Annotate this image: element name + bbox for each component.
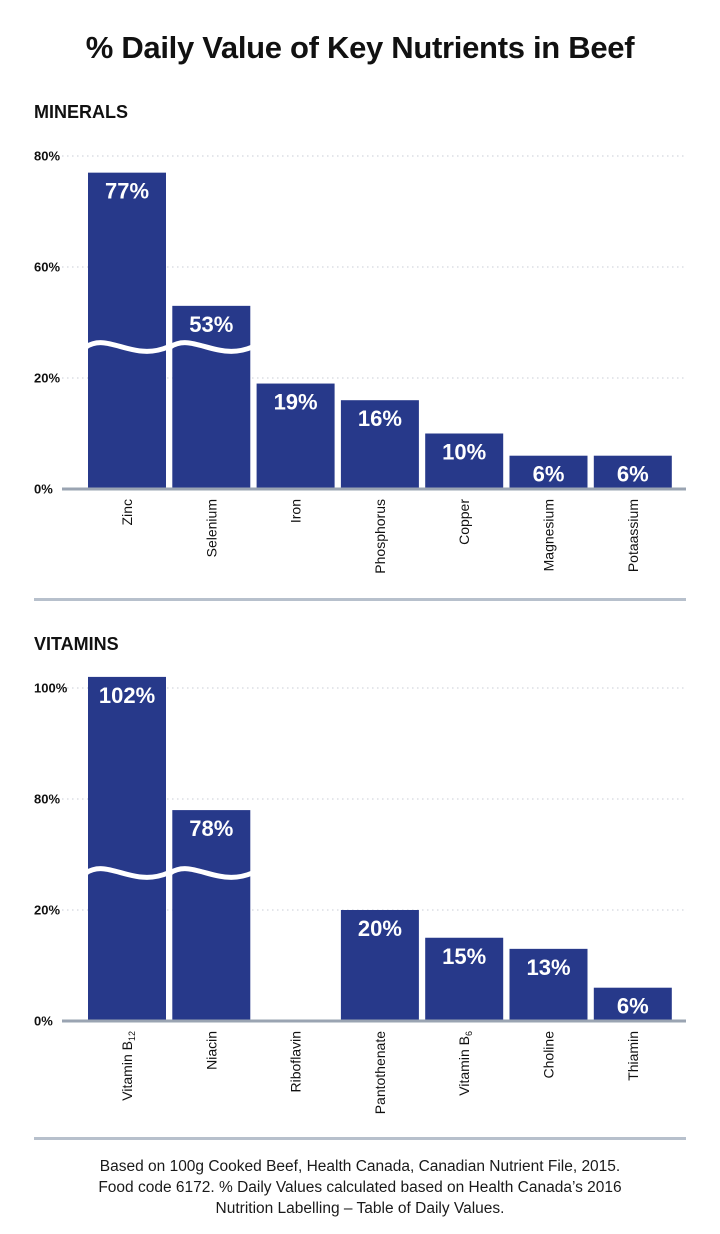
vitamins-divider [34,1137,686,1140]
axis-break-wave [84,340,169,354]
data-label: 53% [189,312,233,337]
data-label: 10% [442,440,486,465]
category-label: Zinc [119,499,135,525]
category-label: Riboflavin [288,1031,304,1092]
axis-break-wave [168,340,254,354]
category-label: Vitamin B6 [456,1031,474,1096]
bar-zinc [88,172,166,489]
bar-choline [509,948,588,1021]
axis-break-wave [168,866,254,880]
category-label: Niacin [203,1031,219,1070]
data-label: 6% [533,462,565,487]
footnote: Based on 100g Cooked Beef, Health Canada… [0,1156,720,1219]
category-label: Potaassium [625,499,641,572]
data-label: 102% [99,683,155,708]
axis-break-wave [84,866,169,880]
y-tick-label: 0% [34,1013,53,1028]
category-label: Thiamin [625,1031,641,1081]
data-label: 78% [189,816,233,841]
bar-magnesium [509,455,588,489]
minerals-divider [34,598,686,601]
bar-copper [425,433,504,489]
footnote-line-2: Food code 6172. % Daily Values calculate… [98,1179,622,1196]
bar-vitamin-b6 [425,937,504,1021]
y-tick-label: 20% [34,902,60,917]
y-tick-label: 0% [34,481,53,496]
data-label: 13% [526,955,570,980]
bar-phosphorus [340,400,419,489]
data-label: 16% [358,406,402,431]
y-tick-label: 80% [34,791,60,806]
page-title: % Daily Value of Key Nutrients in Beef [85,30,635,65]
bar-thiamin [593,987,672,1021]
bar-pantothenate [340,910,419,1021]
footnote-line-1: Based on 100g Cooked Beef, Health Canada… [99,1158,621,1175]
y-tick-label: 80% [34,148,60,163]
vitamins-section-title: VITAMINS [34,634,119,654]
category-label: Vitamin B12 [119,1031,137,1101]
y-tick-label: 60% [34,259,60,274]
bar-iron [256,383,335,489]
bar-niacin [172,810,251,1021]
vitamins-chart: 0%20%80%100%102%Vitamin B1278%Niacin23%R… [34,676,686,1115]
category-label: Copper [456,499,472,545]
minerals-section-title: MINERALS [34,102,128,122]
data-label: 77% [105,179,149,204]
data-label: 15% [442,944,486,969]
category-label: Iron [288,499,304,523]
category-label: Selenium [203,499,219,557]
data-label: 20% [358,916,402,941]
data-label: 6% [617,994,649,1019]
footnote-line-3: Nutrition Labelling – Table of Daily Val… [215,1200,505,1217]
bar-vitamin-b12 [88,676,166,1021]
bar-selenium [172,305,251,489]
data-label: 6% [617,462,649,487]
y-tick-label: 20% [34,370,60,385]
category-label: Choline [541,1031,557,1079]
bar-potaassium [593,455,672,489]
category-label: Pantothenate [372,1031,388,1115]
category-label: Phosphorus [372,499,388,574]
data-label: 19% [274,390,318,415]
minerals-chart: 0% 20% 60% 80% 77% Zinc 53% Selenium 19% Iron 16% P… [34,148,686,574]
category-label: Magnesium [541,499,557,571]
y-tick-label: 100% [34,680,68,695]
